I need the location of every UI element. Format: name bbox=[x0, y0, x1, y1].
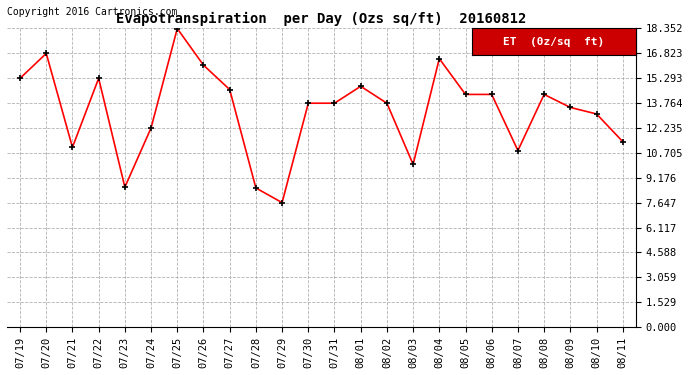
Title: Evapotranspiration  per Day (Ozs sq/ft)  20160812: Evapotranspiration per Day (Ozs sq/ft) 2… bbox=[116, 12, 526, 26]
Text: Copyright 2016 Cartronics.com: Copyright 2016 Cartronics.com bbox=[7, 6, 177, 16]
